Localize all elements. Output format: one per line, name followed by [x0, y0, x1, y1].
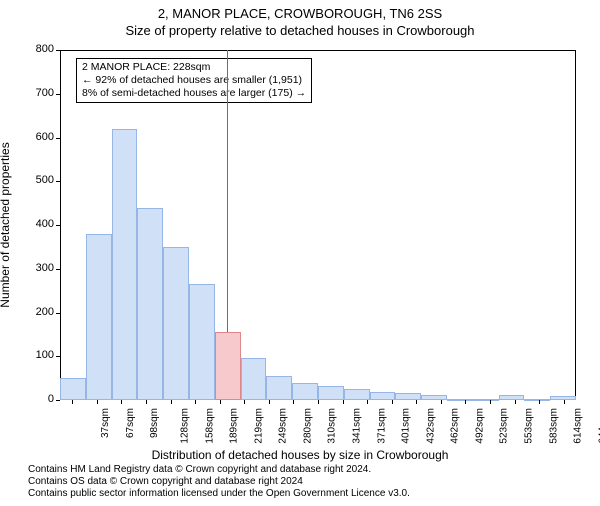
xtick-mark	[293, 400, 294, 404]
footer-line-1: Contains HM Land Registry data © Crown c…	[28, 464, 371, 477]
xtick-label: 523sqm	[499, 408, 510, 444]
ytick-label: 700	[28, 87, 54, 99]
histogram-bar	[395, 393, 421, 400]
ytick-mark	[56, 50, 60, 51]
xtick-label: 462sqm	[450, 408, 461, 444]
xtick-mark	[465, 400, 466, 404]
xtick-label: 614sqm	[573, 408, 584, 444]
xtick-mark	[515, 400, 516, 404]
footer-line-3: Contains public sector information licen…	[28, 488, 410, 501]
ytick-label: 400	[28, 218, 54, 230]
chart-title-main: 2, MANOR PLACE, CROWBOROUGH, TN6 2SS	[0, 6, 600, 21]
xtick-mark	[171, 400, 172, 404]
xtick-label: 341sqm	[352, 408, 363, 444]
xtick-label: 432sqm	[425, 408, 436, 444]
annotation-line-3: 8% of semi-detached houses are larger (1…	[82, 87, 306, 100]
xtick-label: 401sqm	[401, 408, 412, 444]
histogram-bar	[137, 208, 163, 401]
annotation-box: 2 MANOR PLACE: 228sqm ← 92% of detached …	[76, 58, 312, 103]
xtick-label: 37sqm	[100, 408, 111, 438]
ytick-mark	[56, 400, 60, 401]
histogram-bar	[499, 395, 525, 400]
xtick-mark	[121, 400, 122, 404]
histogram-bar	[189, 284, 215, 400]
chart-title-sub: Size of property relative to detached ho…	[0, 23, 600, 38]
xtick-label: 371sqm	[376, 408, 387, 444]
xtick-mark	[318, 400, 319, 404]
xtick-mark	[367, 400, 368, 404]
ytick-mark	[56, 313, 60, 314]
xtick-label: 189sqm	[229, 408, 240, 444]
xtick-mark	[220, 400, 221, 404]
ytick-label: 100	[28, 349, 54, 361]
histogram-bar	[266, 376, 292, 400]
xtick-label: 553sqm	[524, 408, 535, 444]
ytick-label: 600	[28, 131, 54, 143]
annotation-line-1: 2 MANOR PLACE: 228sqm	[82, 61, 306, 74]
histogram-bar	[447, 399, 473, 401]
xtick-mark	[244, 400, 245, 404]
ytick-label: 800	[28, 43, 54, 55]
xtick-mark	[490, 400, 491, 404]
xtick-mark	[269, 400, 270, 404]
histogram-bar	[86, 234, 112, 400]
xtick-label: 583sqm	[548, 408, 559, 444]
histogram-bar	[473, 399, 499, 401]
xtick-mark	[539, 400, 540, 404]
histogram-bar	[163, 247, 189, 400]
histogram-bar	[215, 332, 241, 400]
ytick-label: 300	[28, 262, 54, 274]
histogram-bar	[112, 129, 138, 400]
annotation-line-2: ← 92% of detached houses are smaller (1,…	[82, 74, 306, 87]
ytick-mark	[56, 356, 60, 357]
footer-line-2: Contains OS data © Crown copyright and d…	[28, 476, 303, 489]
xtick-label: 98sqm	[149, 408, 160, 438]
xtick-label: 280sqm	[302, 408, 313, 444]
histogram-bar	[370, 392, 396, 400]
histogram-bar	[524, 399, 550, 401]
xtick-label: 219sqm	[253, 408, 264, 444]
y-axis-label: Number of detached properties	[0, 142, 12, 307]
histogram-bar	[344, 389, 370, 400]
histogram-bar	[60, 378, 86, 400]
ytick-label: 0	[28, 393, 54, 405]
xtick-mark	[97, 400, 98, 404]
xtick-mark	[564, 400, 565, 404]
histogram-bar	[421, 395, 447, 400]
ytick-label: 500	[28, 174, 54, 186]
ytick-mark	[56, 269, 60, 270]
xtick-label: 310sqm	[327, 408, 338, 444]
xtick-mark	[416, 400, 417, 404]
xtick-mark	[441, 400, 442, 404]
xtick-label: 492sqm	[474, 408, 485, 444]
ytick-mark	[56, 181, 60, 182]
ytick-mark	[56, 138, 60, 139]
xtick-mark	[146, 400, 147, 404]
xtick-label: 128sqm	[180, 408, 191, 444]
histogram-bar	[318, 386, 344, 400]
histogram-bar	[241, 358, 267, 400]
xtick-mark	[343, 400, 344, 404]
xtick-mark	[392, 400, 393, 404]
xtick-label: 67sqm	[125, 408, 136, 438]
ytick-label: 200	[28, 306, 54, 318]
xtick-label: 249sqm	[278, 408, 289, 444]
xtick-label: 158sqm	[204, 408, 215, 444]
histogram-bar	[292, 383, 318, 401]
ytick-mark	[56, 225, 60, 226]
xtick-mark	[195, 400, 196, 404]
x-axis-label: Distribution of detached houses by size …	[0, 448, 600, 462]
ytick-mark	[56, 94, 60, 95]
xtick-mark	[72, 400, 73, 404]
